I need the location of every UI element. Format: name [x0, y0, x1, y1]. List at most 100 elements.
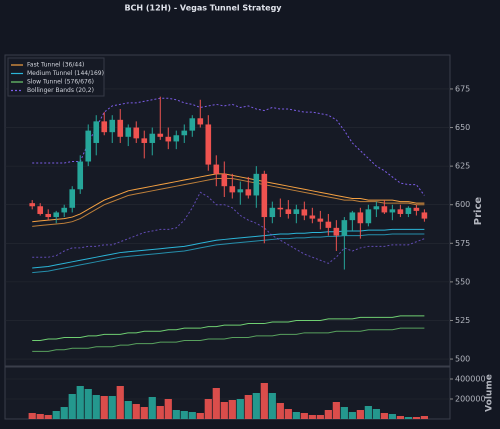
y-tick-label: 675 [455, 84, 470, 93]
candle-body [173, 135, 180, 142]
volume-bar [228, 400, 236, 419]
volume-bar [316, 415, 324, 419]
volume-bar [268, 393, 276, 419]
legend-box [7, 57, 105, 97]
price-pane [4, 54, 451, 367]
candle-body [189, 118, 196, 131]
volume-bar [348, 412, 356, 419]
candle-body [37, 206, 44, 214]
volume-bar [204, 399, 212, 419]
candle-body [141, 138, 148, 143]
candle-body [373, 206, 380, 210]
candle-body [341, 220, 348, 236]
volume-bar [212, 388, 220, 419]
candle-body [165, 136, 172, 142]
candle-body [125, 127, 132, 137]
candle-body [157, 133, 164, 137]
volume-bar [404, 417, 412, 419]
volume-bar [124, 401, 132, 419]
candle-body [293, 209, 300, 214]
volume-bar [364, 406, 372, 419]
candle-body [85, 130, 92, 162]
candle-body [93, 121, 100, 143]
volume-bar [132, 404, 140, 419]
volume-bar [116, 386, 124, 419]
volume-bar [52, 411, 60, 419]
volume-bar [100, 396, 108, 419]
candle-body [389, 209, 396, 213]
candle-body [229, 186, 236, 193]
legend-label: Bollinger Bands (20,2) [27, 87, 94, 94]
y-tick-label: 550 [455, 277, 470, 286]
candle-body [285, 209, 292, 214]
candle-body [133, 127, 140, 139]
volume-bar [220, 402, 228, 419]
volume-bar [300, 413, 308, 419]
candle-body [197, 118, 204, 125]
volume-bar [68, 394, 76, 419]
series-line [32, 191, 425, 264]
candle-body [45, 213, 52, 218]
volume-bar [28, 413, 36, 419]
candle-body [405, 207, 412, 214]
series-line [32, 173, 425, 223]
volume-bar [412, 417, 420, 419]
series-line [32, 228, 425, 269]
volume-bar [396, 416, 404, 419]
volume-bar [252, 393, 260, 419]
volume-bar [420, 416, 428, 419]
candle-body [269, 207, 276, 218]
candle-body [397, 209, 404, 214]
series-line [32, 315, 425, 342]
candle-body [301, 209, 308, 216]
series-line [32, 327, 425, 352]
candle-body [29, 203, 36, 207]
volume-tick-label: 400000 [455, 375, 486, 384]
candle-body [101, 121, 108, 133]
volume-bar [84, 389, 92, 419]
candle-body [117, 119, 124, 137]
y-tick-label: 625 [455, 162, 470, 171]
volume-bar [36, 414, 44, 419]
legend-label: Slow Tunnel (576/676) [27, 79, 94, 86]
candle-body [349, 212, 356, 221]
candle-body [53, 212, 60, 218]
series-line [32, 233, 425, 274]
volume-bar [284, 409, 292, 419]
volume-bar [308, 415, 316, 419]
volume-bar [340, 407, 348, 419]
volume-bar [76, 386, 84, 419]
candle-body [421, 212, 428, 219]
candle-body [149, 133, 156, 143]
candle-body [277, 207, 284, 210]
y-tick-label: 650 [455, 123, 470, 132]
candle-body [261, 173, 268, 218]
candle-body [213, 164, 220, 174]
volume-axis-label: Volume [485, 374, 495, 412]
y-tick-label: 575 [455, 239, 470, 248]
volume-bar [156, 406, 164, 419]
candle-body [237, 189, 244, 193]
candle-body [365, 209, 372, 224]
y-tick-label: 500 [455, 355, 470, 364]
volume-bar [196, 413, 204, 419]
volume-bar [60, 407, 68, 419]
volume-bar [164, 399, 172, 419]
candle-body [69, 189, 76, 208]
volume-bar [92, 395, 100, 419]
candle-body [245, 189, 252, 196]
volume-bar [140, 407, 148, 419]
volume-bar [260, 383, 268, 419]
candle-body [205, 124, 212, 165]
volume-bar [188, 412, 196, 419]
volume-bar [108, 396, 116, 419]
candle-body [413, 207, 420, 211]
y-tick-label: 600 [455, 200, 470, 209]
legend-label: Fast Tunnel (36/44) [27, 62, 84, 69]
candle-body [357, 212, 364, 224]
candle-body [253, 173, 260, 196]
candle-body [61, 207, 68, 213]
volume-tick-label: 200000 [455, 395, 486, 404]
candle-body [381, 206, 388, 213]
